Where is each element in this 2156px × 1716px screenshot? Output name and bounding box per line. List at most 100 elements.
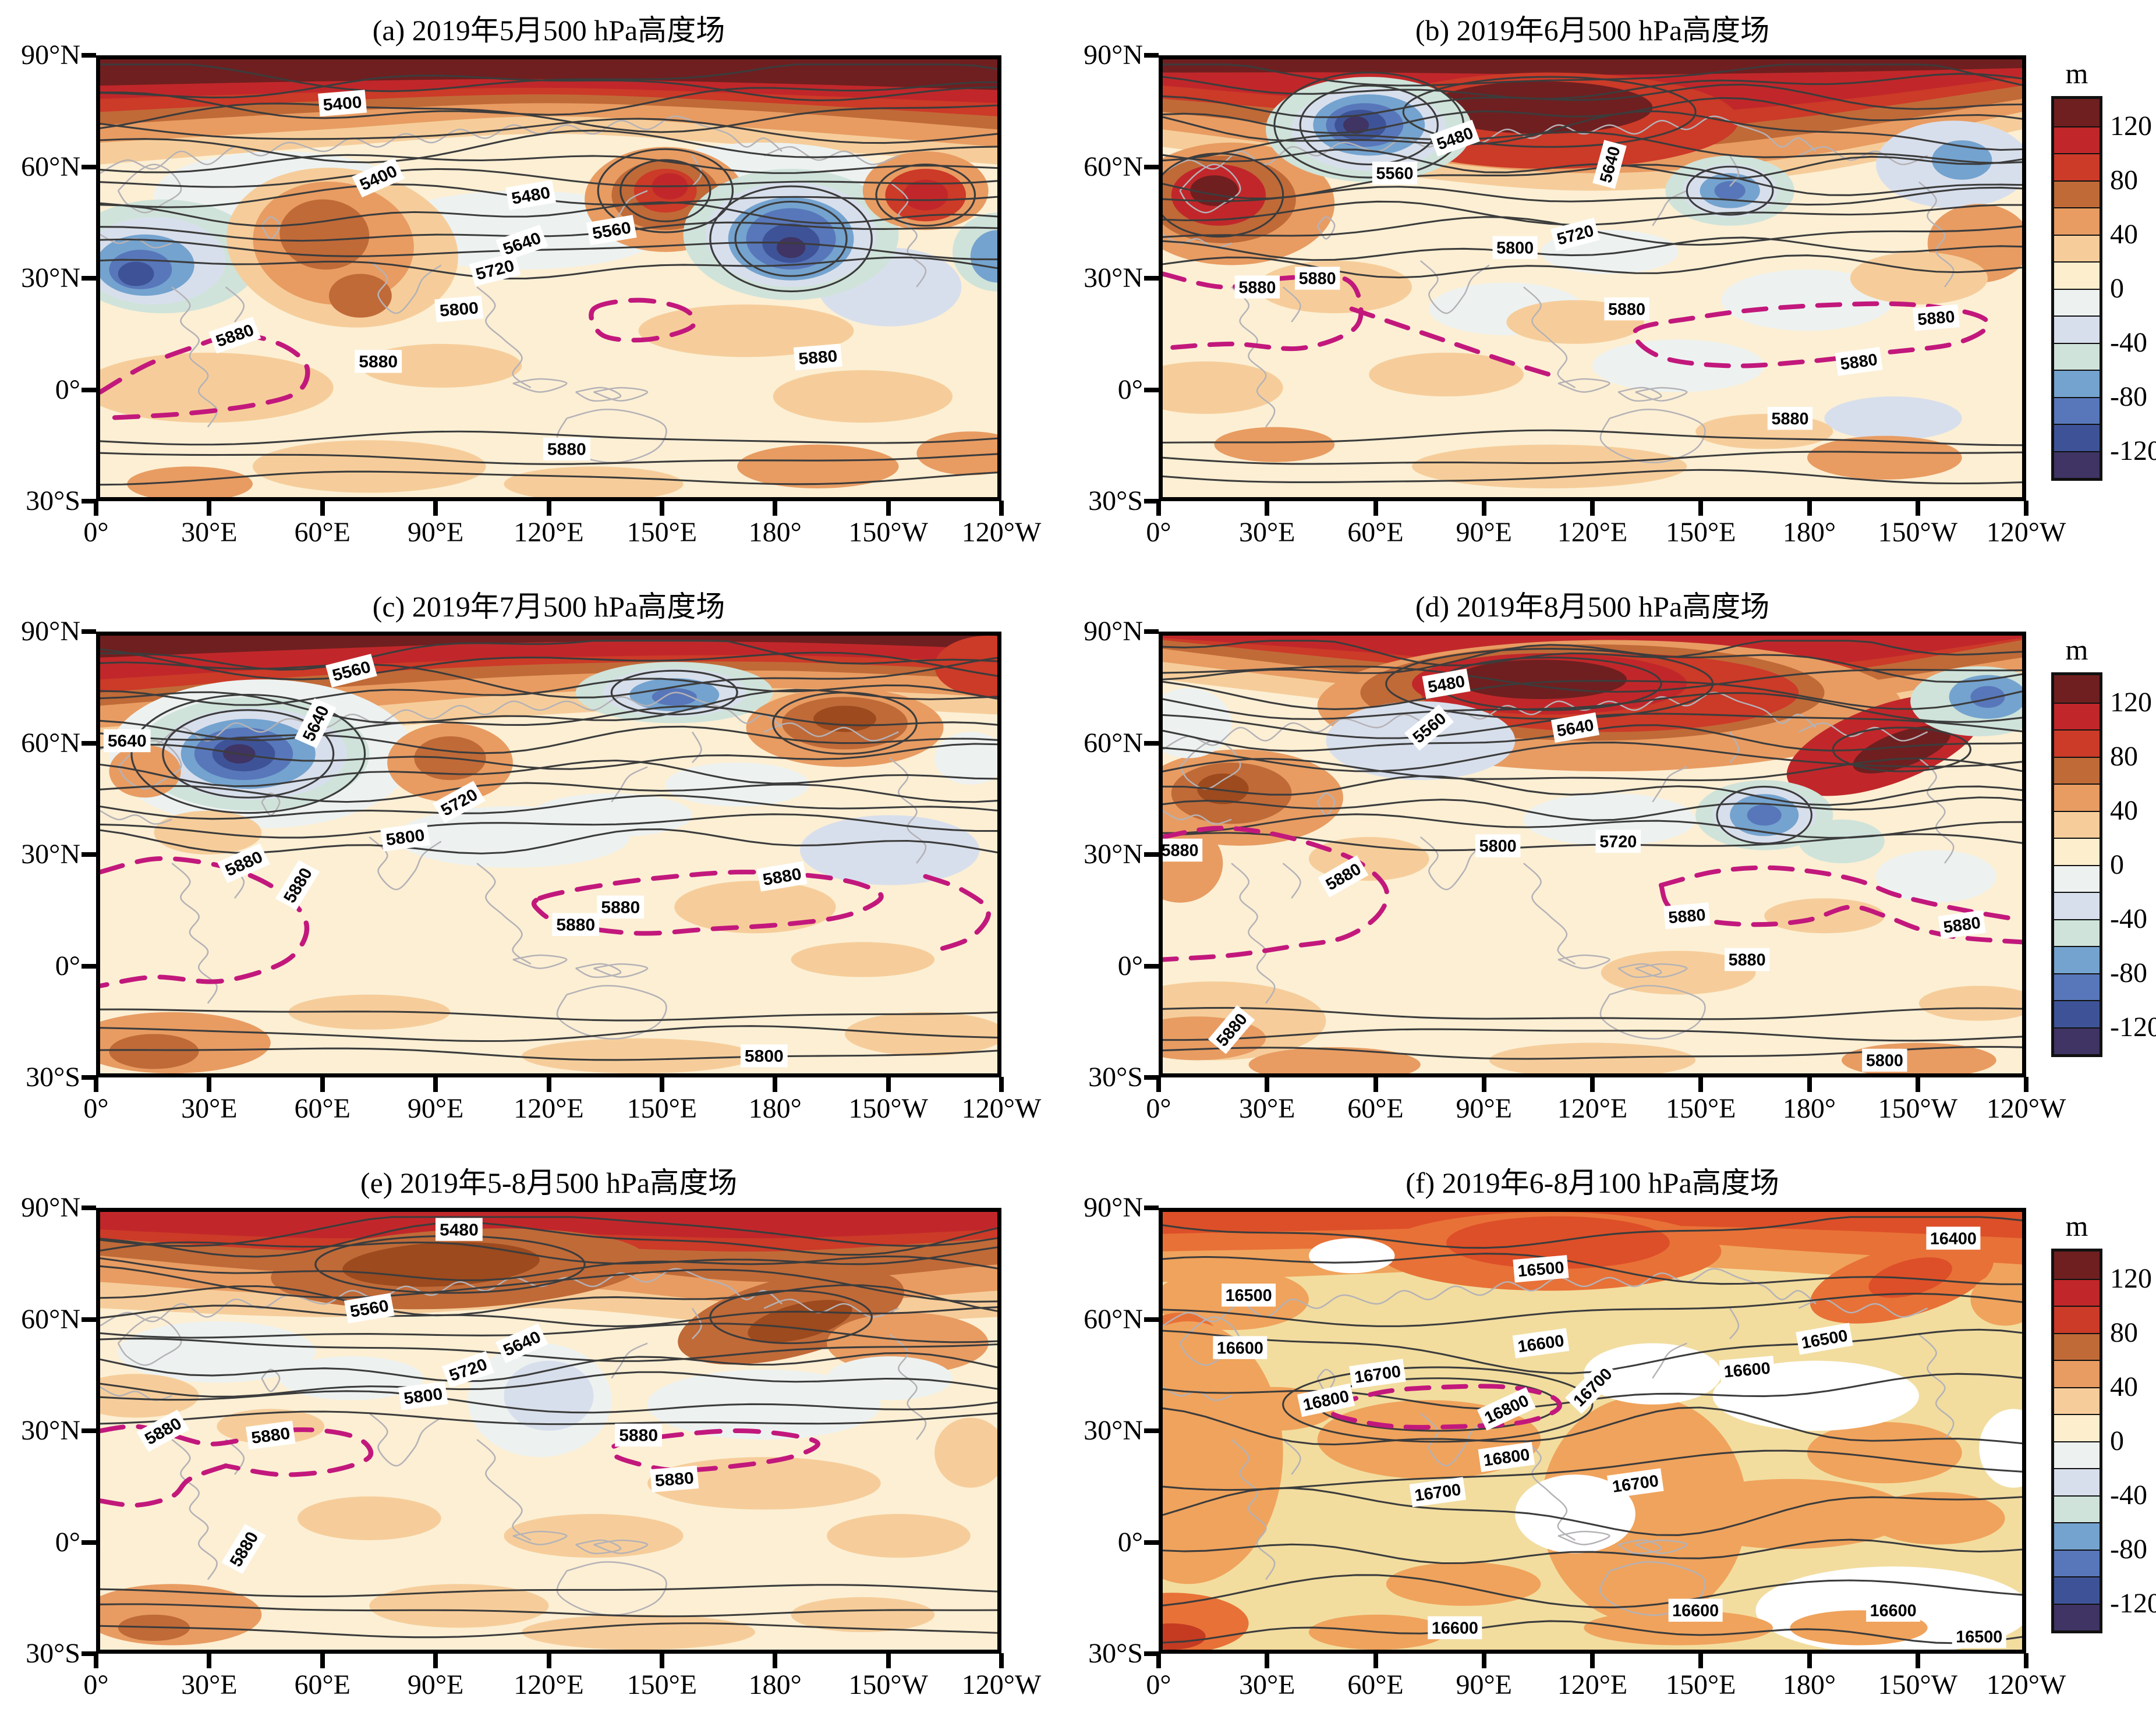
panel-title-c: (c) 2019年7月500 hPa高度场 [372, 590, 725, 623]
svg-text:5880: 5880 [601, 899, 640, 917]
svg-text:5800: 5800 [1479, 837, 1517, 856]
coastline [1179, 740, 1241, 790]
colorbar-segment [2054, 180, 2100, 207]
x-tick-label: 30°E [1238, 517, 1295, 548]
closed-contour [130, 693, 366, 814]
colorbar [2051, 96, 2102, 481]
anomaly-blob [1163, 1321, 1283, 1584]
anomaly-blob [903, 179, 948, 211]
coastline [1617, 1539, 1662, 1555]
y-tick-label: 90°N [1084, 1192, 1143, 1223]
contour-label: 5480 [1422, 668, 1471, 699]
x-tick-mark [1481, 1077, 1486, 1092]
contour-label: 16600 [1719, 1356, 1775, 1384]
colorbar-segment [2054, 153, 2100, 180]
coastline [1163, 692, 1817, 750]
y-tick-mark [1144, 740, 1159, 746]
coastline [593, 387, 649, 402]
contour-label: 5880 [543, 437, 590, 460]
y-tick-mark [1144, 1540, 1159, 1545]
svg-text:16400: 16400 [1930, 1229, 1977, 1248]
y-tick-mark [82, 53, 96, 58]
map-panel-f: 16400 16500 16500 16600 16600 16500 16700 16600… [1163, 1212, 2022, 1650]
colorbar-segment [2054, 207, 2100, 235]
y-tick-mark [82, 1075, 96, 1080]
height-contour [100, 129, 997, 164]
x-tick-label: 120°W [961, 517, 1042, 548]
height-contour [100, 238, 997, 261]
coastline [225, 286, 245, 322]
contour-label: 5720 [1550, 217, 1600, 251]
x-tick-label: 120°W [961, 1093, 1042, 1124]
x-tick-mark [94, 1077, 98, 1092]
height-contour [100, 221, 997, 242]
colorbar-tick-label: -80 [2110, 957, 2147, 988]
svg-text:5880: 5880 [556, 916, 595, 934]
y-tick-mark [1144, 1075, 1159, 1080]
special-contour-dashed [100, 1463, 228, 1508]
colorbar-tick-label: 120 [2110, 1263, 2152, 1294]
closed-contour [1385, 648, 1714, 720]
x-tick-label: 0° [83, 1669, 109, 1700]
x-tick-label: 180° [748, 517, 802, 548]
y-tick-label: 30°N [21, 839, 80, 870]
colorbar-segment [2054, 1278, 2100, 1306]
x-tick-mark [1698, 501, 1704, 516]
y-tick-mark [1144, 1206, 1159, 1210]
y-tick-label: 30°S [1088, 1062, 1143, 1093]
height-contour [1163, 1538, 2022, 1565]
colorbar-tick-label: -40 [2110, 903, 2147, 934]
svg-text:5880: 5880 [798, 348, 838, 369]
contour-label: 5560 [344, 1293, 395, 1324]
height-contour [1163, 680, 2022, 710]
coastline [100, 810, 172, 825]
contour-label: 5720 [1595, 829, 1641, 853]
y-tick-label: 30°N [21, 263, 80, 293]
anomaly-blob [1932, 140, 1992, 180]
height-contour [1163, 73, 2022, 100]
anomaly-blob [1163, 1623, 1206, 1650]
x-tick-label: 180° [748, 1093, 802, 1124]
height-contour [100, 430, 997, 446]
coastline [1316, 216, 1336, 240]
anomaly-blob [1747, 804, 1782, 826]
height-contour [1163, 83, 2022, 118]
x-tick-label: 90°E [407, 517, 464, 548]
anomaly-blob [504, 1360, 594, 1431]
coastline [171, 1439, 218, 1580]
contour-label: 5880 [650, 1465, 699, 1492]
colorbar-segment [2054, 1522, 2100, 1550]
colorbar [2051, 1249, 2102, 1633]
height-contour [100, 759, 997, 788]
anomaly-blob [1386, 1562, 1541, 1606]
y-tick-mark [1144, 276, 1159, 281]
anomaly-blob [298, 1496, 441, 1540]
colorbar-segment [2054, 838, 2100, 865]
x-tick-label: 150°E [1665, 1093, 1736, 1124]
polar-band [100, 636, 997, 658]
height-contour [1163, 757, 2022, 782]
height-contour [100, 1284, 997, 1317]
contour-label: 5880 [1295, 267, 1340, 290]
contour-label: 16500 [1222, 1284, 1276, 1307]
contour-label: 5800 [1492, 236, 1538, 260]
x-tick-label: 60°E [1347, 1669, 1404, 1700]
colorbar-segment [2054, 1360, 2100, 1387]
svg-text:16600: 16600 [1217, 1339, 1263, 1357]
closed-contour [597, 148, 734, 233]
anomaly-blob [1343, 116, 1369, 134]
plot-area-d: 5480 5560 5640 5720 5800 5880 5880 5880 5880 5880… [1159, 632, 2026, 1077]
colorbar-title: m [2065, 1210, 2088, 1242]
colorbar-segment [2054, 919, 2100, 946]
x-tick-mark [1915, 1077, 1920, 1092]
x-tick-mark [886, 501, 891, 516]
anomaly-blob [1592, 339, 1765, 392]
height-contour [1163, 236, 2022, 261]
y-tick-label: 90°N [21, 616, 80, 647]
plot-area-a: 5400 5400 5480 5560 5640 5720 5800 5880 5880 5880… [96, 55, 1001, 501]
colorbar-segment [2054, 1027, 2100, 1054]
x-tick-mark [1481, 501, 1486, 516]
x-tick-label: 90°E [407, 1093, 464, 1124]
contour-label: 16400 [1926, 1226, 1981, 1250]
